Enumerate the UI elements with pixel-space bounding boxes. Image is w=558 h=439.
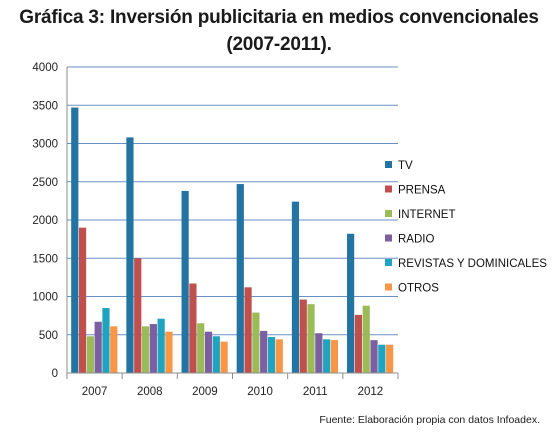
y-tick-label: 2000 bbox=[32, 215, 58, 227]
bar-tv-2012 bbox=[347, 233, 355, 373]
axes bbox=[66, 67, 399, 379]
bar-prensa-2010 bbox=[244, 287, 252, 373]
legend-swatch bbox=[385, 234, 392, 242]
bar-radio-2007 bbox=[94, 321, 102, 373]
bar-otros-2007 bbox=[110, 326, 118, 373]
chart-title-line1: Gráfica 3: Inversión publicitaria en med… bbox=[19, 7, 539, 28]
x-tick-label: 2011 bbox=[303, 386, 328, 398]
legend-swatch bbox=[385, 259, 392, 266]
legend-label: REVISTAS Y DOMINICALES bbox=[398, 258, 547, 270]
bar-internet-2012 bbox=[362, 305, 370, 373]
bar-otros-2011 bbox=[330, 340, 339, 373]
y-tick-label: 3500 bbox=[32, 100, 58, 112]
bar-radio-2011 bbox=[315, 333, 323, 373]
legend-label: PRENSA bbox=[398, 185, 446, 197]
x-tick-label: 2009 bbox=[192, 386, 218, 398]
bar-internet-2011 bbox=[307, 304, 315, 373]
legend-label: RADIO bbox=[398, 234, 434, 246]
legend-swatch bbox=[385, 161, 392, 168]
bar-tv-2009 bbox=[181, 190, 189, 373]
x-tick-label: 2012 bbox=[358, 386, 384, 398]
bar-otros-2012 bbox=[386, 344, 394, 373]
legend-swatch bbox=[385, 283, 392, 291]
legend-label: TV bbox=[398, 160, 413, 172]
y-tick-label: 1500 bbox=[32, 253, 58, 265]
bar-internet-2007 bbox=[86, 336, 94, 373]
x-tick-label: 2007 bbox=[82, 386, 108, 398]
bar-otros-2010 bbox=[275, 339, 283, 373]
chart-title-line2: (2007-2011). bbox=[226, 34, 332, 55]
y-tick-label: 0 bbox=[52, 368, 58, 380]
bar-prensa-2009 bbox=[189, 283, 197, 373]
bar-tv-2011 bbox=[291, 201, 300, 373]
y-tick-label: 3000 bbox=[32, 139, 58, 151]
x-axis-ticks: 2007 2008 2009 2010 2011 2012 bbox=[82, 386, 383, 398]
bar-internet-2009 bbox=[197, 323, 205, 373]
x-tick-label: 2008 bbox=[137, 386, 163, 398]
legend-label: INTERNET bbox=[398, 209, 456, 221]
y-tick-label: 2500 bbox=[32, 177, 58, 189]
bar-internet-2010 bbox=[252, 312, 260, 373]
bar-prensa-2008 bbox=[134, 258, 142, 373]
y-tick-label: 500 bbox=[39, 330, 58, 342]
legend-label: OTROS bbox=[398, 283, 439, 295]
bar-prensa-2011 bbox=[299, 299, 307, 373]
bar-tv-2010 bbox=[236, 184, 244, 373]
legend-swatch bbox=[385, 185, 392, 193]
bar-revistas-y-dominicales-2011 bbox=[323, 339, 331, 373]
bar-internet-2008 bbox=[141, 326, 150, 373]
bar-radio-2008 bbox=[149, 324, 157, 373]
source-note: Fuente: Elaboración propia con datos Inf… bbox=[319, 414, 540, 426]
bar-revistas-y-dominicales-2007 bbox=[102, 307, 110, 373]
bar-prensa-2007 bbox=[78, 227, 87, 373]
y-tick-label: 1000 bbox=[32, 292, 58, 304]
bar-radio-2010 bbox=[260, 330, 268, 373]
bar-radio-2012 bbox=[370, 340, 378, 373]
chart-title: Gráfica 3: Inversión publicitaria en med… bbox=[0, 4, 558, 58]
bar-radio-2009 bbox=[204, 331, 213, 373]
bar-tv-2007 bbox=[71, 107, 79, 373]
bar-revistas-y-dominicales-2009 bbox=[212, 336, 220, 373]
bars bbox=[71, 107, 394, 373]
legend-swatch bbox=[385, 210, 392, 217]
y-tick-label: 4000 bbox=[32, 62, 58, 74]
legend: TV PRENSA INTERNET RADIO REVISTAS Y DOMINICA… bbox=[385, 160, 547, 295]
bar-revistas-y-dominicales-2008 bbox=[157, 318, 165, 373]
bar-tv-2008 bbox=[126, 137, 134, 373]
x-tick-label: 2010 bbox=[247, 386, 273, 398]
bar-revistas-y-dominicales-2012 bbox=[378, 344, 386, 373]
bar-otros-2009 bbox=[220, 341, 228, 373]
bar-revistas-y-dominicales-2010 bbox=[267, 337, 276, 373]
bar-otros-2008 bbox=[165, 331, 173, 373]
bar-prensa-2012 bbox=[354, 314, 363, 373]
y-axis-ticks: 0 500 1000 1500 2000 2500 3000 3500 4000 bbox=[32, 62, 58, 380]
gridlines bbox=[67, 66, 398, 336]
